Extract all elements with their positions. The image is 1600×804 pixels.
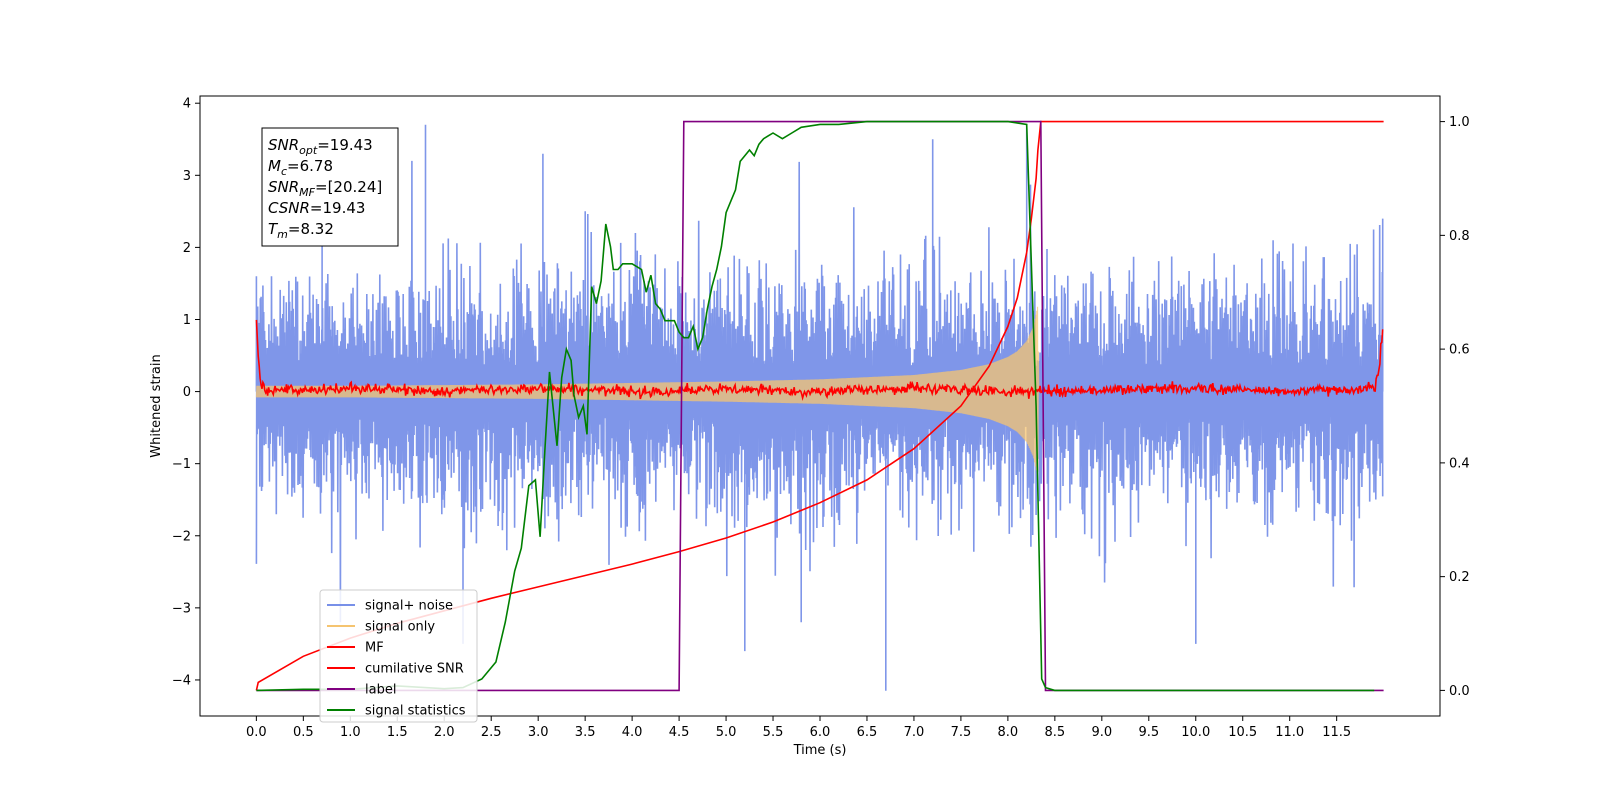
x-tick-label: 2.0: [434, 725, 455, 740]
y-tick-label: −1: [172, 457, 191, 472]
y-tick-label: −3: [172, 601, 191, 616]
y-axis-label: Whitened strain: [149, 354, 164, 457]
x-tick-label: 8.5: [1045, 725, 1066, 740]
y2-tick-label: 0.4: [1449, 456, 1470, 471]
x-tick-label: 5.5: [763, 725, 784, 740]
x-tick-label: 0.0: [246, 725, 267, 740]
x-tick-label: 7.5: [951, 725, 972, 740]
y2-tick-label: 1.0: [1449, 115, 1470, 130]
series-signal-only: [255, 306, 1040, 475]
y-tick-label: −4: [172, 673, 191, 688]
x-tick-label: 4.0: [622, 725, 643, 740]
y2-tick-label: 0.0: [1449, 684, 1470, 699]
x-tick-label: 9.5: [1138, 725, 1159, 740]
y-tick-label: 4: [183, 97, 191, 112]
x-tick-label: 6.5: [857, 725, 878, 740]
x-tick-label: 3.0: [528, 725, 549, 740]
legend-label: label: [365, 683, 396, 698]
legend-label: cumilative SNR: [365, 662, 464, 677]
x-tick-label: 11.0: [1275, 725, 1304, 740]
series-signal-statistics: [256, 120, 1375, 692]
annotation-line: Tm=8.32: [268, 220, 334, 241]
legend-label: MF: [365, 641, 384, 656]
stats-annotation: SNRopt=19.43Mc=6.78SNRMF=[20.24]CSNR=19.…: [261, 127, 399, 247]
y-tick-label: 2: [183, 241, 191, 256]
legend-label: signal only: [365, 620, 435, 635]
legend-label: signal statistics: [365, 704, 466, 719]
annotation-line: CSNR=19.43: [268, 199, 365, 217]
x-tick-label: 11.5: [1322, 725, 1351, 740]
x-tick-label: 1.0: [340, 725, 361, 740]
annotation-frame: [261, 127, 399, 247]
legend-label: signal+ noise: [365, 599, 453, 614]
x-tick-label: 3.5: [575, 725, 596, 740]
x-tick-label: 7.0: [904, 725, 925, 740]
y-tick-label: 3: [183, 169, 191, 184]
y-tick-label: −2: [172, 529, 191, 544]
x-tick-label: 0.5: [293, 725, 314, 740]
x-axis: 0.0 0.5 1.0 1.5 2.0 2.5 3.0 3.5 4.0 4.5 5.0 5.5 6.0 6…: [246, 716, 1351, 740]
y-axis-left: −4 −3 −2 −1 0 1 2 3 4: [172, 97, 200, 688]
series-layer: [255, 120, 1384, 692]
x-tick-label: 2.5: [481, 725, 502, 740]
y-tick-label: 1: [183, 313, 191, 328]
y-tick-label: 0: [183, 385, 191, 400]
series-mf: [255, 319, 1384, 402]
x-tick-label: 9.0: [1091, 725, 1112, 740]
annotation-line: SNRopt=19.43: [268, 136, 373, 157]
y2-tick-label: 0.2: [1449, 570, 1470, 585]
x-tick-label: 6.0: [810, 725, 831, 740]
x-axis-label: Time (s): [793, 743, 847, 758]
annotation-line: Mc=6.78: [268, 157, 333, 178]
legend: signal+ noise signal only MF cumilative SNR…: [319, 589, 478, 723]
y-axis-right: 0.0 0.2 0.4 0.6 0.8 1.0: [1440, 115, 1470, 699]
x-tick-label: 10.0: [1181, 725, 1210, 740]
y2-tick-label: 0.8: [1449, 229, 1470, 244]
legend-frame: [319, 589, 478, 723]
x-tick-label: 5.0: [716, 725, 737, 740]
x-tick-label: 8.0: [998, 725, 1019, 740]
annotation-line: SNRMF=[20.24]: [268, 178, 382, 199]
x-tick-label: 10.5: [1228, 725, 1257, 740]
y2-tick-label: 0.6: [1449, 343, 1470, 358]
x-tick-label: 1.5: [387, 725, 408, 740]
x-tick-label: 4.5: [669, 725, 690, 740]
